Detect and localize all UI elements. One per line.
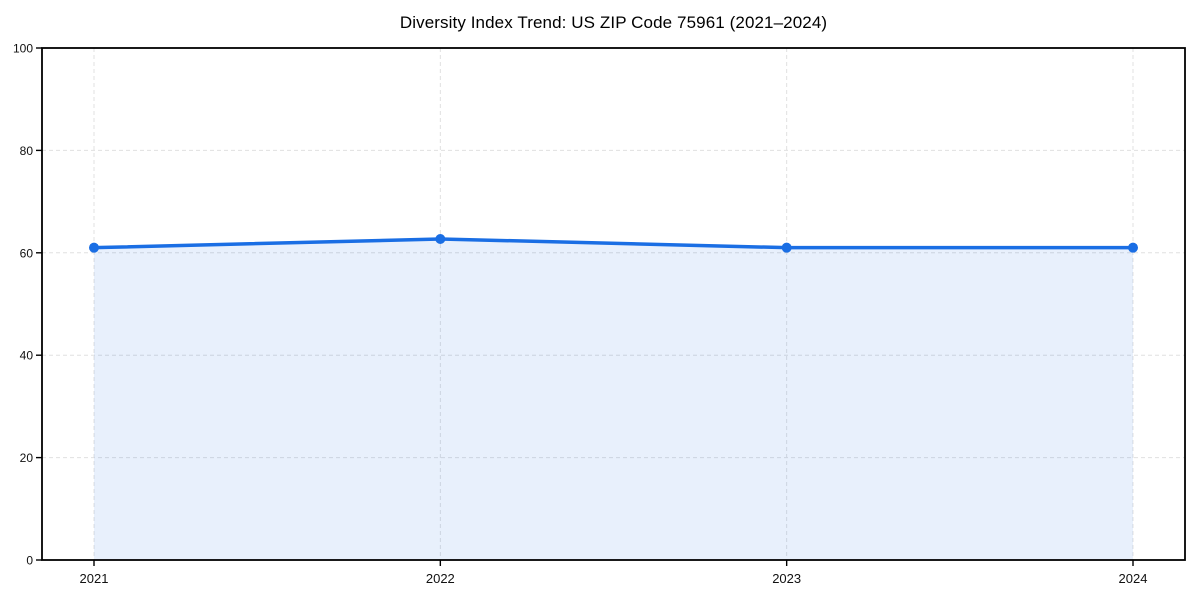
chart-title: Diversity Index Trend: US ZIP Code 75961… xyxy=(399,13,828,32)
data-point-marker xyxy=(435,233,446,244)
area-fill xyxy=(94,238,1133,560)
y-tick-label: 100 xyxy=(13,42,33,56)
x-tick-label: 2024 xyxy=(1119,571,1148,586)
y-tick-label: 40 xyxy=(20,349,34,363)
data-point-marker xyxy=(89,242,99,253)
data-point-marker xyxy=(781,242,792,253)
y-tick-label: 80 xyxy=(20,144,34,158)
data-point-marker xyxy=(1128,242,1138,253)
x-tick-label: 2022 xyxy=(426,571,455,586)
trend-line xyxy=(92,237,1135,250)
x-tick-label: 2023 xyxy=(772,571,801,586)
y-tick-label: 60 xyxy=(20,246,34,260)
y-tick-label: 0 xyxy=(26,554,33,568)
plot-frame xyxy=(41,47,1186,561)
y-tick-label: 20 xyxy=(20,451,34,465)
x-tick-label: 2021 xyxy=(80,571,109,586)
